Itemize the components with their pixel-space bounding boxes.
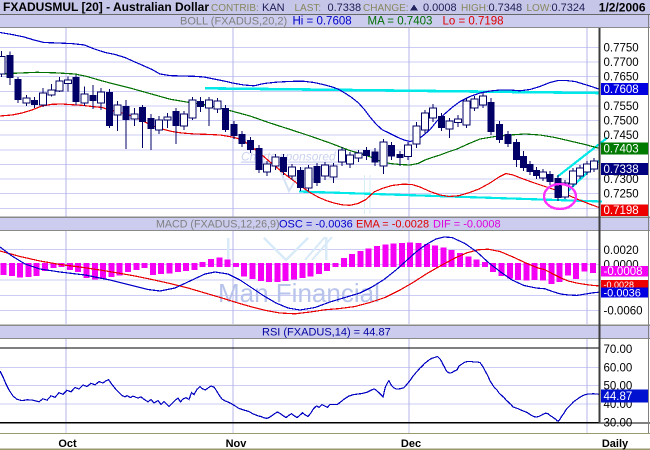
svg-text:0.7198: 0.7198 bbox=[604, 205, 639, 217]
svg-text:-0.0028: -0.0028 bbox=[604, 280, 635, 290]
svg-text:1/2/2006: 1/2/2006 bbox=[599, 1, 646, 15]
svg-text:LOW:: LOW: bbox=[527, 3, 552, 14]
svg-text:CONTRIB:: CONTRIB: bbox=[211, 3, 259, 14]
svg-text:0.7550: 0.7550 bbox=[604, 101, 639, 113]
svg-text:0.7450: 0.7450 bbox=[604, 130, 639, 142]
svg-text:MA = 0.7403: MA = 0.7403 bbox=[368, 16, 433, 28]
svg-text:-0.0060: -0.0060 bbox=[604, 306, 643, 318]
svg-text:OSC = -0.0036: OSC = -0.0036 bbox=[279, 219, 353, 231]
svg-text:0.7338: 0.7338 bbox=[604, 164, 639, 176]
svg-text:LAST:: LAST: bbox=[295, 3, 322, 14]
svg-text:Oct: Oct bbox=[58, 438, 77, 450]
svg-text:Man Financial: Man Financial bbox=[218, 278, 380, 308]
svg-text:-0.0036: -0.0036 bbox=[604, 288, 641, 300]
svg-text:-0.0008: -0.0008 bbox=[604, 266, 643, 278]
svg-text:60.00: 60.00 bbox=[604, 362, 633, 374]
svg-text:MACD (FXADUS,12,26,9): MACD (FXADUS,12,26,9) bbox=[156, 219, 280, 231]
svg-text:Nov: Nov bbox=[226, 438, 248, 450]
svg-text:EMA = -0.0028: EMA = -0.0028 bbox=[356, 219, 429, 231]
svg-text:0.7338: 0.7338 bbox=[328, 2, 362, 14]
svg-text:FXADUSMUL [20] - Australian Do: FXADUSMUL [20] - Australian Dollar bbox=[3, 0, 209, 14]
svg-text:DIF = -0.0008: DIF = -0.0008 bbox=[433, 219, 501, 231]
svg-text:0.7348: 0.7348 bbox=[489, 2, 523, 14]
svg-text:0.7750: 0.7750 bbox=[604, 42, 639, 54]
svg-text:30.00: 30.00 bbox=[604, 417, 633, 429]
svg-text:70.00: 70.00 bbox=[604, 344, 633, 356]
svg-text:0.7500: 0.7500 bbox=[604, 115, 639, 127]
svg-text:0.7324: 0.7324 bbox=[552, 2, 586, 14]
svg-text:0.7300: 0.7300 bbox=[604, 174, 639, 186]
svg-text:Daily: Daily bbox=[602, 438, 629, 450]
svg-text:BOLL (FXADUS,20,2): BOLL (FXADUS,20,2) bbox=[180, 16, 287, 28]
svg-text:0.0008: 0.0008 bbox=[423, 2, 457, 14]
svg-text:RSI (FXADUS,14) = 44.87: RSI (FXADUS,14) = 44.87 bbox=[262, 327, 391, 339]
svg-text:CHANGE:: CHANGE: bbox=[363, 3, 409, 14]
svg-text:Lo = 0.7198: Lo = 0.7198 bbox=[443, 16, 504, 28]
svg-text:Hi = 0.7608: Hi = 0.7608 bbox=[293, 16, 352, 28]
svg-text:0.7650: 0.7650 bbox=[604, 72, 639, 84]
svg-text:0.7250: 0.7250 bbox=[604, 189, 639, 201]
svg-text:0.7403: 0.7403 bbox=[604, 144, 639, 156]
svg-text:44.87: 44.87 bbox=[604, 391, 633, 403]
svg-text:KAN: KAN bbox=[262, 2, 285, 14]
svg-text:Dec: Dec bbox=[401, 438, 421, 450]
svg-text:0.7700: 0.7700 bbox=[604, 57, 639, 69]
svg-text:0.0020: 0.0020 bbox=[604, 245, 639, 257]
svg-text:0.7608: 0.7608 bbox=[604, 84, 639, 96]
svg-text:HIGH:: HIGH: bbox=[461, 3, 489, 14]
